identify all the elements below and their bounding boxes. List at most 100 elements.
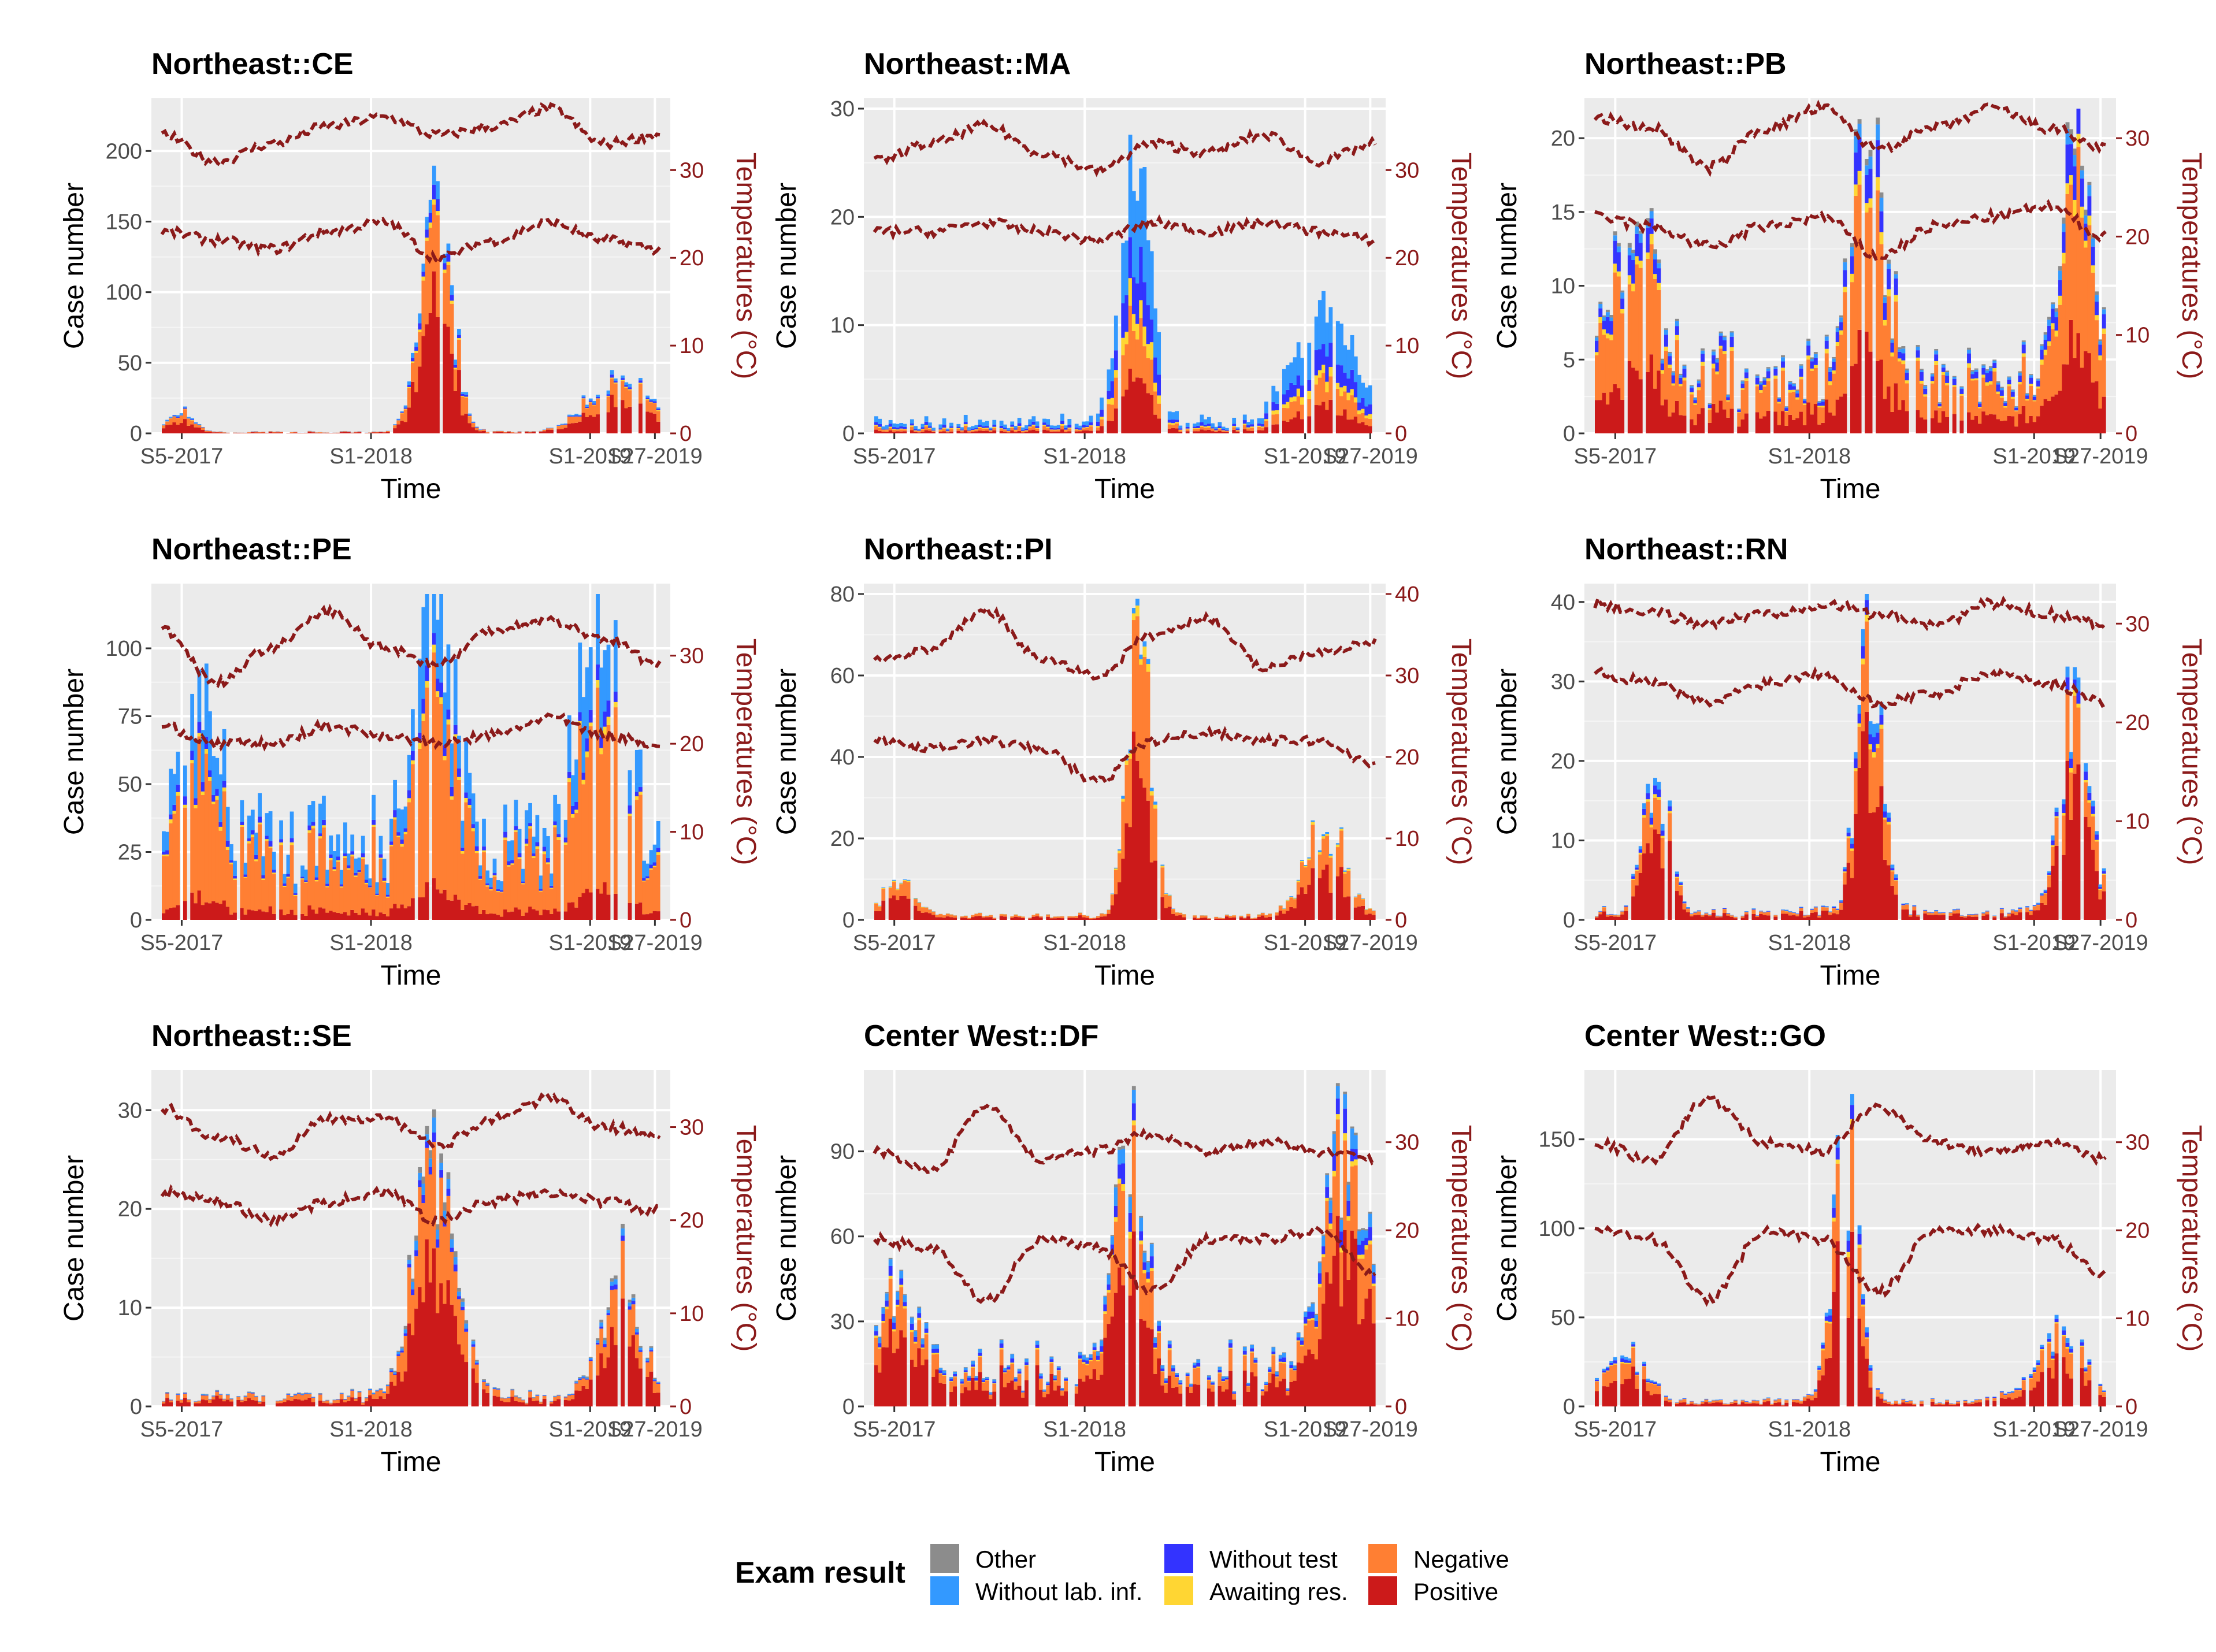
bar-segment-awaiting-res — [436, 211, 440, 216]
bar-segment-positive — [567, 1400, 571, 1406]
bar-segment-without-lab-inf — [956, 424, 961, 427]
bar-segment-without-lab-inf — [989, 1392, 993, 1394]
bar-segment-awaiting-res — [963, 424, 968, 426]
bar-segment-other — [2036, 378, 2040, 380]
bar-segment-negative — [1131, 620, 1136, 732]
bar-segment-positive — [596, 889, 600, 920]
bar-segment-awaiting-res — [1082, 1362, 1086, 1364]
bar-segment-negative — [1708, 410, 1712, 423]
bar-segment-negative — [247, 432, 251, 433]
bar-segment-positive — [1729, 409, 1734, 433]
bar-segment-awaiting-res — [2018, 382, 2022, 385]
bar-segment-positive — [550, 914, 554, 920]
bar-segment-positive — [1064, 1391, 1068, 1406]
bar-segment-without-lab-inf — [1843, 867, 1847, 870]
bar-segment-negative — [1755, 386, 1760, 413]
bar-segment-positive — [945, 432, 950, 433]
bar-segment-without-lab-inf — [574, 1381, 578, 1383]
bar-segment-negative — [567, 1395, 571, 1401]
bar-segment-awaiting-res — [1307, 391, 1312, 399]
bar-segment-positive — [443, 889, 447, 920]
bar-segment-without-lab-inf — [169, 1399, 173, 1400]
bar-segment-without-lab-inf — [2032, 395, 2037, 397]
bar-segment-other — [1970, 370, 1975, 372]
bar-segment-awaiting-res — [1296, 880, 1301, 882]
bar-segment-without-test — [571, 1394, 575, 1395]
bar-segment-without-test — [971, 1364, 975, 1367]
bar-segment-without-test — [1350, 369, 1354, 389]
bar-segment-without-test — [396, 1354, 401, 1356]
bar-segment-positive — [382, 914, 387, 920]
bar-segment-without-test — [1646, 793, 1650, 800]
bar-segment-negative — [421, 280, 426, 336]
bar-segment-positive — [474, 430, 479, 433]
bar-segment-negative — [613, 383, 618, 407]
bar-segment-positive — [396, 908, 401, 920]
bar-segment-without-lab-inf — [165, 420, 169, 421]
bar-segment-negative — [1646, 801, 1650, 844]
bar-segment-positive — [407, 407, 411, 433]
bar-segment-awaiting-res — [896, 429, 900, 430]
bar-segment-positive — [652, 413, 657, 433]
bar-segment-positive — [1766, 915, 1770, 920]
bar-segment-positive — [1082, 917, 1086, 920]
bar-segment-positive — [1927, 915, 1931, 920]
bar-segment-awaiting-res — [1679, 885, 1683, 886]
bar-segment-negative — [1056, 430, 1061, 432]
bar-segment-without-lab-inf — [492, 1387, 497, 1389]
bar-segment-negative — [999, 1349, 1004, 1365]
bar-segment-positive — [1967, 412, 1971, 433]
bar-segment-without-test — [1149, 319, 1154, 343]
bar-segment-without-test — [1221, 429, 1226, 430]
bar-segment-awaiting-res — [1974, 378, 1979, 381]
bar-segment-without-test — [1171, 420, 1175, 424]
bar-segment-without-lab-inf — [1317, 300, 1322, 350]
y2-axis-title: Temperatures (°C) — [730, 153, 761, 380]
bar-segment-positive — [165, 425, 169, 433]
bar-segment-negative — [1916, 361, 1920, 410]
bar-segment-awaiting-res — [1999, 395, 2004, 398]
bar-segment-without-lab-inf — [1293, 357, 1297, 385]
bar-segment-positive — [443, 1304, 447, 1406]
bar-segment-without-test — [2029, 910, 2033, 911]
bar-segment-without-lab-inf — [1038, 1373, 1043, 1376]
bar-segment-negative — [2084, 247, 2088, 351]
bar-segment-positive — [556, 429, 561, 433]
bar-segment-negative — [971, 1367, 975, 1378]
bar-segment-other — [403, 1326, 408, 1330]
bar-segment-negative — [2007, 386, 2011, 416]
bar-segment-positive — [1609, 916, 1614, 920]
y-tick-label: 20 — [1551, 127, 1575, 151]
bar-segment-awaiting-res — [1153, 804, 1157, 809]
bar-segment-awaiting-res — [974, 429, 979, 430]
bar-segment-without-lab-inf — [1996, 383, 2000, 385]
bar-segment-negative — [265, 841, 269, 912]
bar-segment-awaiting-res — [1293, 898, 1297, 900]
bar-segment-without-test — [439, 1170, 444, 1178]
bar-segment-positive — [258, 909, 262, 920]
x-tick-label: S5-2017 — [140, 444, 224, 469]
bar-segment-negative — [888, 888, 893, 899]
bar-segment-positive — [2032, 910, 2037, 920]
bar-segment-negative — [485, 1385, 490, 1393]
bar-segment-without-lab-inf — [1178, 425, 1183, 429]
bar-segment-negative — [368, 888, 372, 916]
bar-segment-other — [1657, 259, 1661, 263]
bar-segment-awaiting-res — [496, 891, 500, 893]
bar-segment-negative — [201, 795, 205, 905]
bar-segment-other — [1014, 1377, 1018, 1378]
bar-segment-positive — [1271, 424, 1276, 433]
bar-segment-positive — [1813, 912, 1818, 920]
bar-segment-negative — [514, 1396, 518, 1401]
bar-segment-without-test — [400, 412, 404, 413]
bar-segment-without-lab-inf — [2065, 666, 2070, 678]
bar-segment-negative — [528, 828, 532, 907]
bar-segment-without-lab-inf — [1726, 913, 1731, 914]
bar-segment-without-lab-inf — [2051, 835, 2055, 841]
bar-segment-negative — [1999, 909, 2004, 914]
bar-segment-awaiting-res — [1777, 402, 1781, 404]
bar-segment-without-test — [425, 229, 429, 238]
bar-segment-without-test — [2051, 840, 2055, 845]
bar-segment-without-lab-inf — [574, 759, 578, 802]
bar-segment-other — [247, 1391, 251, 1392]
